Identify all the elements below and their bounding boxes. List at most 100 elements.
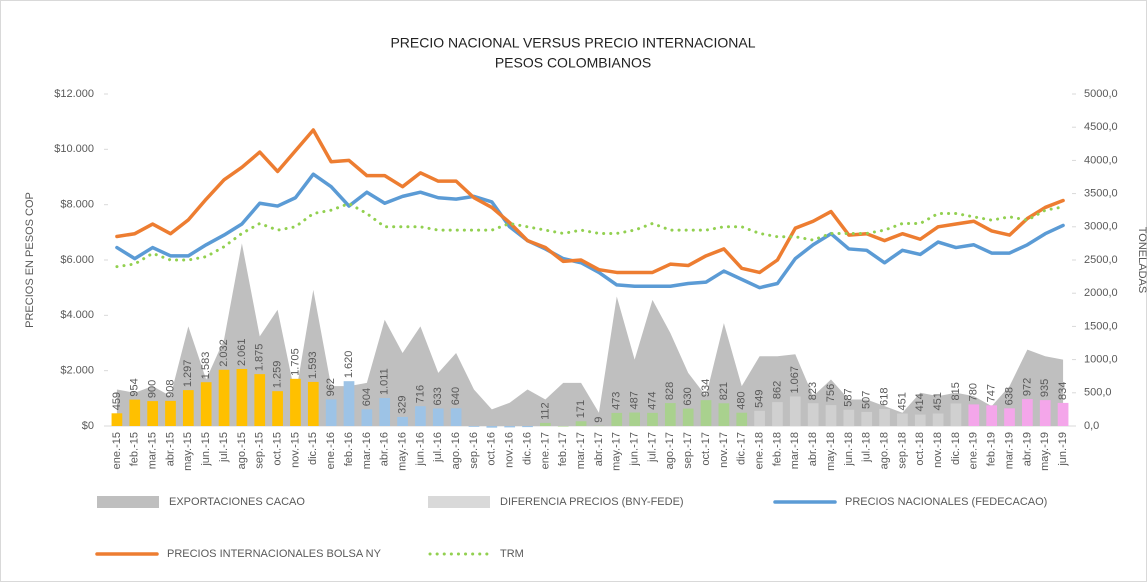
bar: [664, 403, 676, 426]
x-tick-label: ago.-15: [236, 432, 248, 469]
x-tick-label: abr.-16: [379, 432, 391, 466]
bar-value-label: 756: [825, 384, 837, 402]
bar: [718, 403, 730, 426]
bar-value-label: 474: [646, 392, 658, 410]
x-tick-label: mar.-16: [361, 432, 373, 469]
x-tick-label: abr.-17: [593, 432, 605, 466]
x-tick-label: jul.-18: [861, 432, 873, 463]
bar-value-label: 329: [396, 396, 408, 414]
bar-value-label: 900: [147, 380, 159, 398]
x-tick-label: sep.-16: [468, 432, 480, 469]
x-tick-label: jun.-15: [200, 432, 212, 467]
bar: [825, 405, 837, 426]
bar-value-label: 962: [325, 378, 337, 396]
x-tick-label: ago.-17: [664, 432, 676, 469]
x-tick-label: jul.-16: [432, 432, 444, 463]
bar-value-label: 1.620: [343, 351, 355, 379]
bar-value-label: 815: [950, 382, 962, 400]
bar-value-label: 2.061: [236, 338, 248, 366]
bar: [647, 412, 658, 426]
bar: [950, 403, 962, 426]
bar: [861, 411, 873, 426]
x-tick-label: dic.-18: [950, 432, 962, 465]
y-tick-label: $2.000: [60, 365, 94, 377]
bar: [379, 398, 391, 426]
bar: [540, 422, 551, 426]
x-tick-label: ene.-16: [325, 432, 337, 469]
x-tick-label: jul.-17: [646, 432, 658, 463]
bar: [361, 409, 373, 426]
bar: [450, 408, 462, 426]
legend-label: DIFERENCIA PRECIOS (BNY-FEDE): [500, 496, 684, 508]
bar-value-label: 604: [361, 388, 373, 406]
bar-value-label: 618: [878, 388, 890, 406]
bar-value-label: 587: [843, 388, 855, 406]
bar: [700, 400, 712, 426]
bar: [111, 413, 123, 426]
bar-value-label: 487: [629, 391, 641, 409]
bar: [147, 401, 158, 426]
bar: [879, 408, 890, 426]
bar: [272, 391, 283, 426]
bar: [807, 403, 819, 426]
x-tick-label: may.-15: [182, 432, 194, 471]
bar: [486, 426, 498, 428]
line: [115, 202, 1065, 269]
x-tick-label: ene.-18: [753, 432, 765, 469]
bar: [754, 410, 765, 426]
x-tick-label: jul.-15: [218, 432, 230, 463]
bar-value-label: 823: [807, 382, 819, 400]
x-tick-label: dic.-17: [736, 432, 748, 465]
x-tick-label: dic.-16: [521, 432, 533, 465]
bar-value-label: 451: [896, 392, 908, 410]
bar: [236, 368, 248, 426]
bar: [736, 412, 748, 426]
y2-tick-label: 1500,0: [1084, 320, 1118, 332]
bar-value-label: 1.011: [379, 368, 391, 395]
bar-value-label: 747: [986, 384, 998, 402]
y-axis-title: PRECIOS EN PESOS COP: [24, 192, 36, 328]
y2-tick-label: 2000,0: [1084, 287, 1118, 299]
bar-value-label: 1.067: [789, 366, 801, 394]
bar: [254, 374, 266, 426]
x-tick-label: ene.-17: [539, 432, 551, 469]
x-tick-label: abr.-18: [807, 432, 819, 466]
y2-tick-label: 0,0: [1084, 420, 1099, 432]
legend-swatch: [428, 496, 490, 508]
y2-tick-label: 4500,0: [1084, 121, 1118, 133]
bar: [557, 426, 569, 427]
bar: [611, 412, 623, 426]
bar-value-label: 112: [539, 402, 551, 420]
bar-value-label: 1.297: [182, 360, 194, 388]
bar: [165, 400, 176, 426]
bar-value-label: 821: [718, 382, 730, 400]
bar: [504, 426, 516, 428]
bar: [522, 426, 533, 428]
bar: [182, 390, 194, 426]
bar: [843, 409, 855, 426]
x-tick-label: ene.-15: [111, 432, 123, 469]
bar: [789, 396, 801, 426]
x-tick-label: mar.-18: [789, 432, 801, 469]
x-tick-label: nov.-18: [932, 432, 944, 468]
x-tick-label: oct.-16: [486, 432, 498, 466]
bar: [129, 399, 141, 426]
bar-value-label: 451: [932, 392, 944, 410]
y2-tick-label: 2500,0: [1084, 254, 1118, 266]
legend-label: TRM: [500, 548, 524, 560]
y2-axis-title: TONELADAS: [1136, 227, 1147, 293]
x-tick-label: ene.-19: [968, 432, 980, 469]
bar-value-label: 171: [575, 400, 587, 418]
x-tick-label: nov.-16: [504, 432, 516, 468]
y-tick-label: $6.000: [60, 254, 94, 266]
bar-value-label: 972: [1021, 378, 1033, 396]
bar-value-label: 640: [450, 387, 462, 405]
bar: [200, 382, 212, 426]
x-tick-label: mar.-17: [575, 432, 587, 469]
x-tick-label: may.-18: [825, 432, 837, 471]
y-tick-label: $4.000: [60, 309, 94, 321]
bar: [897, 413, 908, 426]
bar-value-label: 908: [164, 380, 176, 398]
bar: [986, 405, 998, 426]
